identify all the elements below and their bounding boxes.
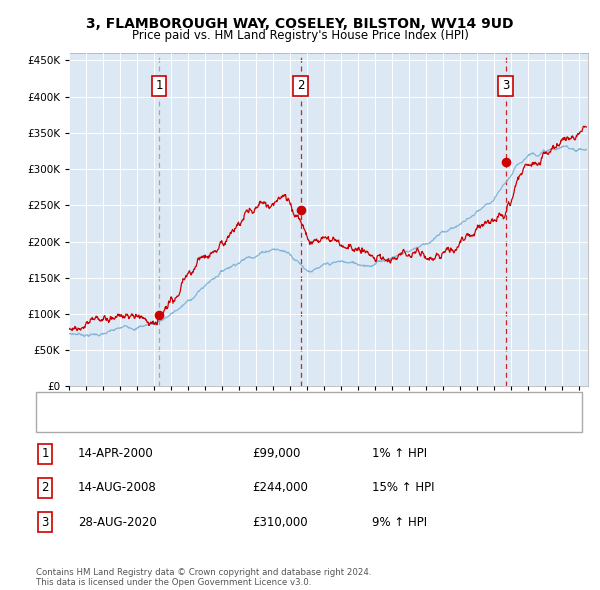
Text: 2: 2 [297, 79, 305, 92]
Point [154, 310, 164, 319]
Text: 14-APR-2000: 14-APR-2000 [78, 447, 154, 460]
Text: 1% ↑ HPI: 1% ↑ HPI [372, 447, 427, 460]
Text: £244,000: £244,000 [252, 481, 308, 494]
Point [296, 205, 305, 214]
Text: Contains HM Land Registry data © Crown copyright and database right 2024.
This d: Contains HM Land Registry data © Crown c… [36, 568, 371, 587]
Text: 14-AUG-2008: 14-AUG-2008 [78, 481, 157, 494]
Text: 1: 1 [41, 447, 49, 460]
Text: 3, FLAMBOROUGH WAY, COSELEY, BILSTON, WV14 9UD: 3, FLAMBOROUGH WAY, COSELEY, BILSTON, WV… [86, 17, 514, 31]
Text: HPI: Average price, detached house, Dudley: HPI: Average price, detached house, Dudl… [91, 416, 307, 426]
Text: 9% ↑ HPI: 9% ↑ HPI [372, 516, 427, 529]
Text: £310,000: £310,000 [252, 516, 308, 529]
Text: 3: 3 [41, 516, 49, 529]
Point [501, 157, 511, 166]
Text: 2: 2 [41, 481, 49, 494]
Text: 28-AUG-2020: 28-AUG-2020 [78, 516, 157, 529]
Text: 1: 1 [155, 79, 163, 92]
Text: 3, FLAMBOROUGH WAY, COSELEY, BILSTON, WV14 9UD (detached house): 3, FLAMBOROUGH WAY, COSELEY, BILSTON, WV… [91, 398, 451, 408]
Text: 3: 3 [502, 79, 509, 92]
Text: 15% ↑ HPI: 15% ↑ HPI [372, 481, 434, 494]
Text: £99,000: £99,000 [252, 447, 301, 460]
Text: Price paid vs. HM Land Registry's House Price Index (HPI): Price paid vs. HM Land Registry's House … [131, 30, 469, 42]
